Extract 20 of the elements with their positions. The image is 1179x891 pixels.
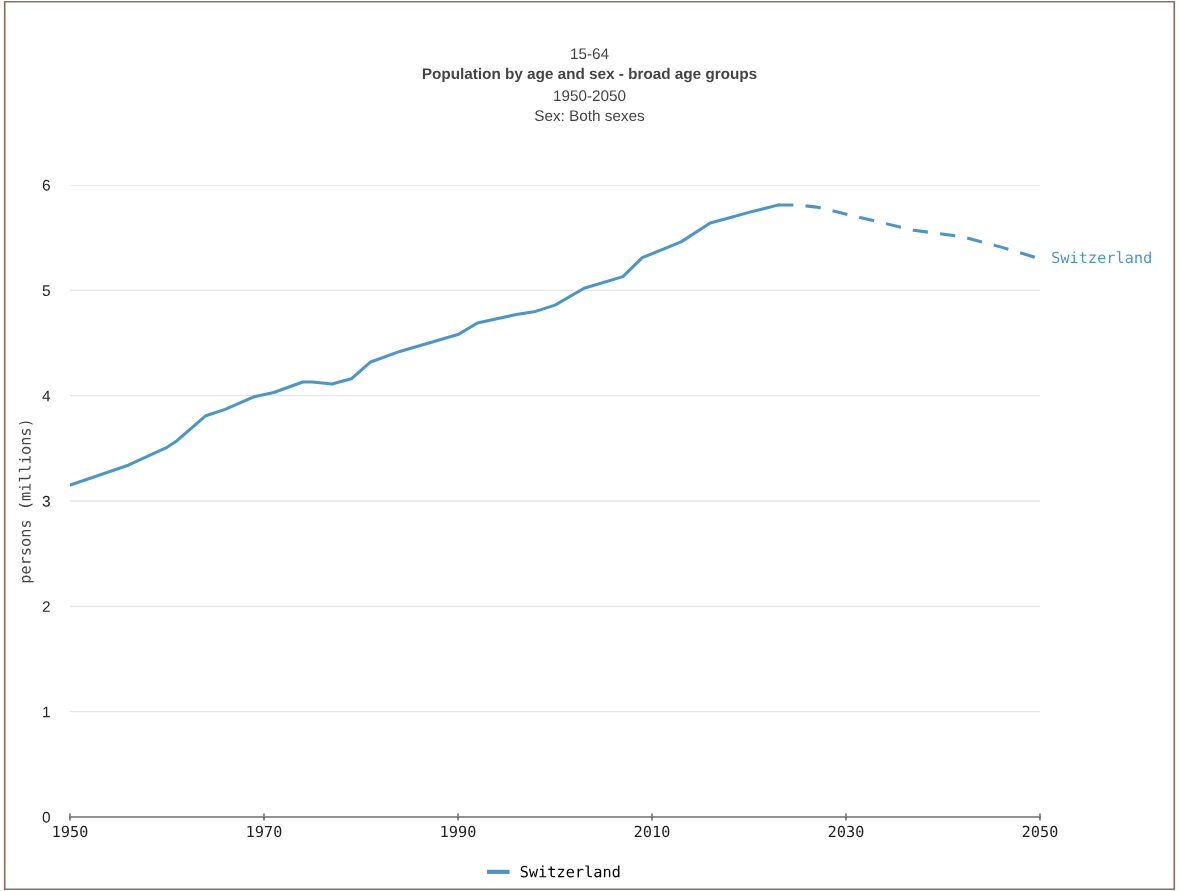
y-tick-label: 4	[42, 390, 51, 402]
y-tick-label: 6	[42, 179, 50, 191]
y-tick-label: 3	[42, 495, 50, 507]
x-tick-label: 1990	[441, 825, 476, 838]
y-tick-label: 5	[42, 285, 50, 297]
legend-label: Switzerland	[520, 865, 620, 878]
y-tick-label: 0	[42, 811, 50, 823]
text: Sex: Both sexes	[535, 109, 645, 122]
annotation: Switzerland	[1052, 251, 1151, 264]
x-tick-label: 2010	[634, 825, 670, 838]
y-tick-label: 1	[43, 706, 50, 718]
x-tick-label: 2030	[828, 825, 864, 838]
x-tick-label: 2050	[1022, 825, 1058, 838]
y-tick-label: 2	[42, 601, 50, 612]
text: 1950-2050	[554, 90, 626, 102]
chart-title: Population by age and sex - broad age groups	[422, 67, 757, 83]
x-tick-label: 1970	[247, 825, 282, 838]
x-tick-label: 1950	[53, 825, 88, 838]
y-axis-title: persons (millions)	[18, 421, 34, 583]
chart-subtitle: 15-64	[571, 48, 609, 60]
